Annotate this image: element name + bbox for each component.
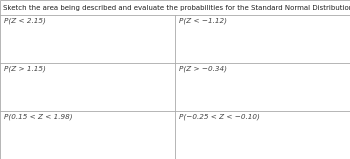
Text: P(Z > 1.15): P(Z > 1.15) bbox=[4, 66, 46, 73]
Text: P(Z < 2.15): P(Z < 2.15) bbox=[4, 18, 46, 24]
Text: Sketch the area being described and evaluate the probabilities for the Standard : Sketch the area being described and eval… bbox=[3, 5, 350, 10]
Text: P(−0.25 < Z < −0.10): P(−0.25 < Z < −0.10) bbox=[179, 114, 260, 120]
Text: P(Z < −1.12): P(Z < −1.12) bbox=[179, 18, 227, 24]
Text: P(0.15 < Z < 1.98): P(0.15 < Z < 1.98) bbox=[4, 114, 73, 120]
Text: P(Z > −0.34): P(Z > −0.34) bbox=[179, 66, 227, 73]
